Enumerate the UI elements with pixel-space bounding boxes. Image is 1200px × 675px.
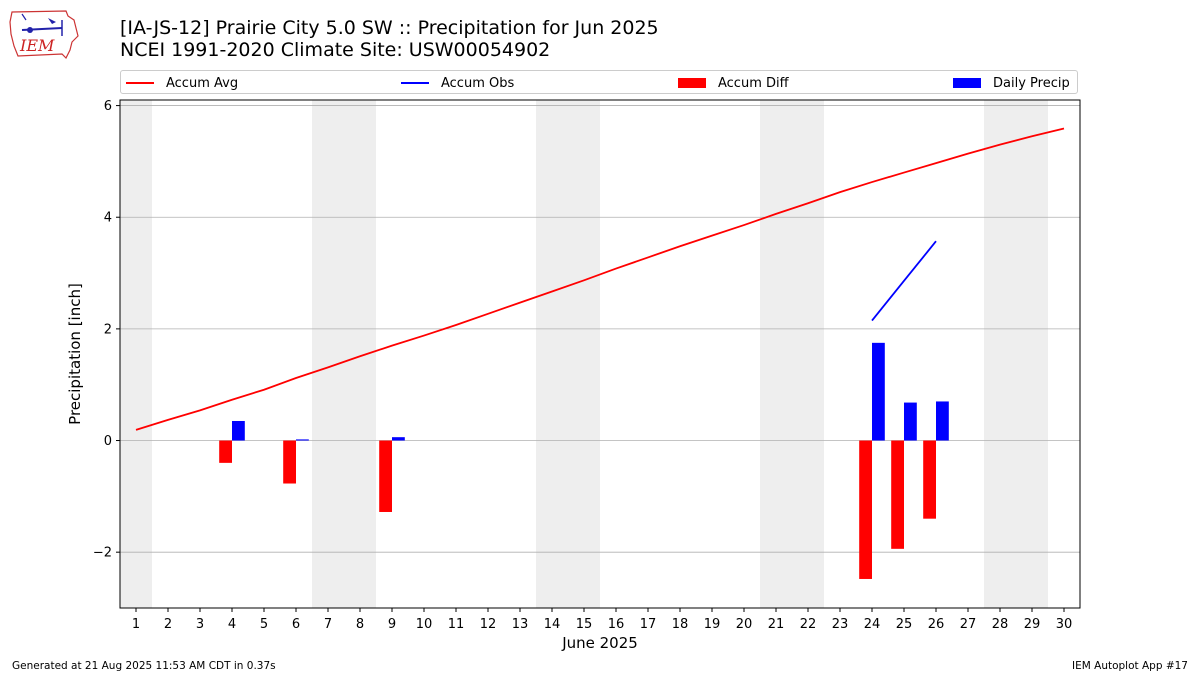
y-axis-label: Precipitation [inch] — [66, 283, 84, 425]
y-tick-label: 6 — [104, 99, 112, 114]
x-tick-label: 14 — [544, 617, 561, 632]
legend-label-accum-diff: Accum Diff — [718, 75, 789, 91]
x-tick-label: 12 — [480, 617, 497, 632]
chart-title: [IA-JS-12] Prairie City 5.0 SW :: Precip… — [120, 17, 659, 39]
x-tick-label: 2 — [164, 617, 172, 632]
x-tick-label: 5 — [260, 617, 268, 632]
x-tick-label: 23 — [832, 617, 849, 632]
x-tick-label: 10 — [416, 617, 433, 632]
legend-swatch-accum-obs — [401, 82, 429, 84]
x-tick-label: 19 — [704, 617, 721, 632]
chart-subtitle: NCEI 1991-2020 Climate Site: USW00054902 — [120, 39, 551, 61]
x-tick-label: 16 — [608, 617, 625, 632]
weekend-shade — [760, 100, 824, 608]
daily-precip-bar — [872, 342, 885, 441]
legend: Accum Avg Accum Obs Accum Diff Daily Pre… — [120, 70, 1078, 94]
daily-precip-bar — [232, 420, 245, 441]
accum-diff-bar — [859, 440, 872, 579]
x-tick-label: 6 — [292, 617, 300, 632]
x-tick-label: 18 — [672, 617, 689, 632]
x-tick-label: 7 — [324, 617, 332, 632]
app-label: IEM Autoplot App #17 — [1072, 660, 1188, 672]
y-tick-label: −2 — [93, 546, 112, 561]
accum-avg-line — [135, 127, 1065, 431]
plot-frame — [119, 99, 1081, 609]
x-tick-label: 25 — [896, 617, 913, 632]
daily-precip-bar — [392, 437, 405, 441]
legend-label-accum-avg: Accum Avg — [166, 75, 239, 91]
y-tick-label: 4 — [104, 211, 112, 226]
iem-logo: IEM — [9, 10, 79, 60]
x-tick-label: 4 — [228, 617, 236, 632]
accum-diff-bar — [923, 440, 936, 519]
accum-diff-bar — [219, 440, 232, 463]
legend-label-daily-precip: Daily Precip — [993, 75, 1070, 91]
accum-diff-bar — [379, 440, 392, 512]
x-axis-label: June 2025 — [562, 634, 638, 652]
weekend-shade — [536, 100, 600, 608]
x-tick-label: 20 — [736, 617, 753, 632]
accum-diff-bar — [283, 440, 296, 484]
legend-item-accum-diff: Accum Diff — [678, 74, 789, 92]
x-tick-label: 28 — [992, 617, 1009, 632]
legend-swatch-accum-diff — [678, 78, 706, 88]
legend-item-accum-obs: Accum Obs — [401, 74, 514, 92]
y-tick-label: 2 — [104, 322, 112, 337]
legend-label-accum-obs: Accum Obs — [441, 75, 515, 91]
generated-timestamp: Generated at 21 Aug 2025 11:53 AM CDT in… — [12, 660, 276, 672]
logo-text: IEM — [19, 36, 55, 55]
accum-diff-bar — [891, 440, 904, 549]
x-tick-label: 8 — [356, 617, 364, 632]
x-tick-label: 15 — [576, 617, 593, 632]
weekend-shade — [120, 100, 152, 608]
legend-item-daily-precip: Daily Precip — [953, 74, 1070, 92]
legend-swatch-daily-precip — [953, 78, 981, 88]
x-tick-label: 11 — [448, 617, 465, 632]
legend-swatch-accum-avg — [126, 82, 154, 84]
x-tick-label: 21 — [768, 617, 785, 632]
x-tick-label: 17 — [640, 617, 657, 632]
daily-precip-bar — [296, 439, 309, 441]
x-tick-label: 22 — [800, 617, 817, 632]
daily-precip-bar — [936, 401, 949, 441]
x-tick-label: 1 — [132, 617, 140, 632]
weekend-shade — [984, 100, 1048, 608]
x-tick-label: 24 — [864, 617, 881, 632]
x-tick-label: 3 — [196, 617, 204, 632]
x-tick-label: 30 — [1056, 617, 1073, 632]
x-tick-label: 13 — [512, 617, 529, 632]
legend-item-accum-avg: Accum Avg — [126, 74, 238, 92]
x-tick-label: 26 — [928, 617, 945, 632]
x-tick-label: 29 — [1024, 617, 1041, 632]
y-tick-label: 0 — [104, 434, 112, 449]
daily-precip-bar — [904, 402, 917, 441]
x-tick-label: 9 — [388, 617, 396, 632]
accum-obs-line — [871, 240, 937, 322]
x-tick-label: 27 — [960, 617, 977, 632]
